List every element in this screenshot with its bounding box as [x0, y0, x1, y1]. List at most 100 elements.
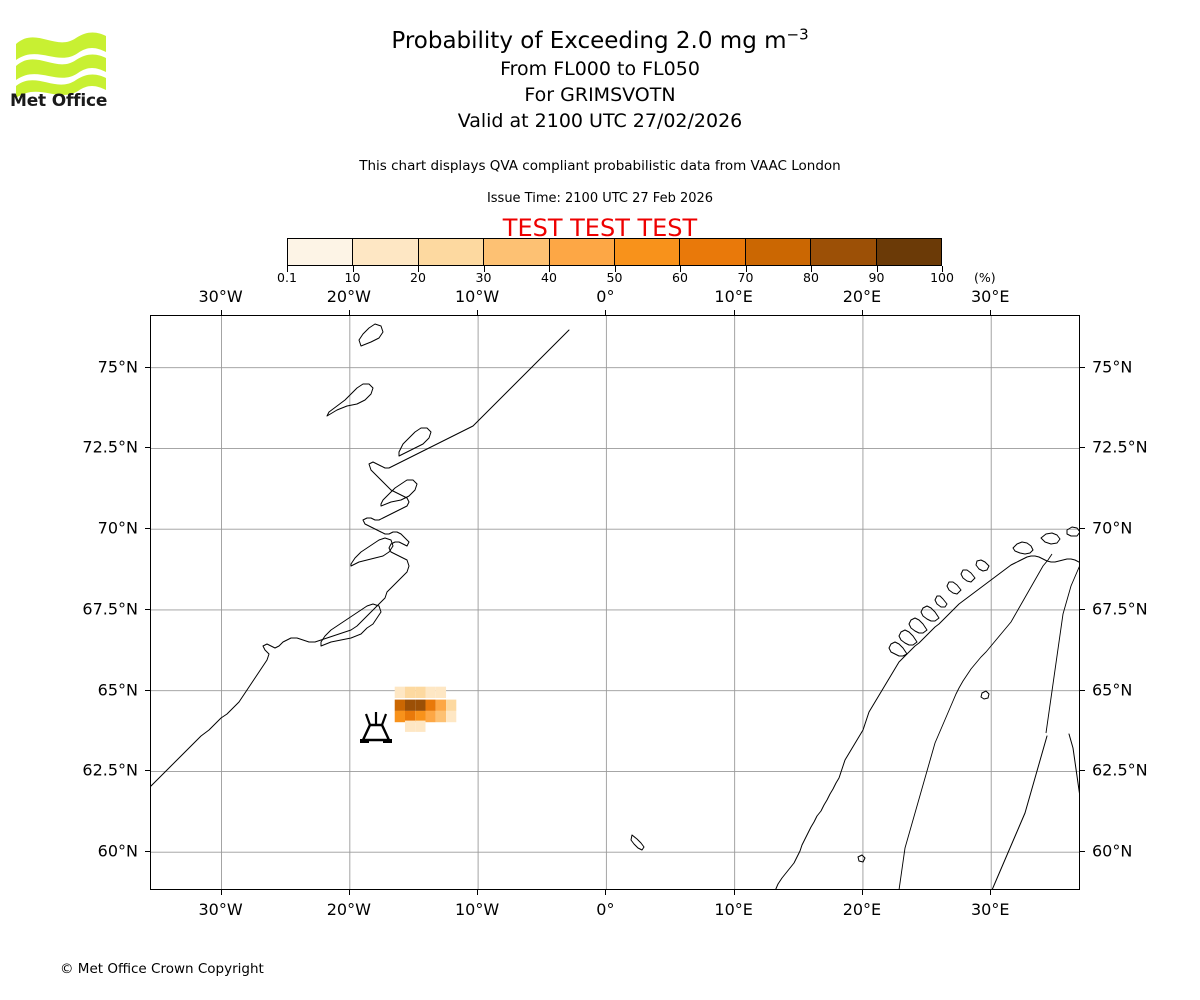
lat-tick-right	[1080, 851, 1085, 853]
lat-label-right: 70°N	[1092, 518, 1133, 538]
lon-label-top: 10°W	[455, 287, 500, 306]
colorbar-band-40-50	[548, 239, 615, 265]
lat-label-right: 62.5°N	[1092, 760, 1148, 780]
lat-tick-right	[1080, 770, 1085, 772]
page-title: Probability of Exceeding 2.0 mg m−3	[0, 26, 1200, 56]
colorbar-band-80-90	[810, 239, 876, 265]
lat-label-right: 72.5°N	[1092, 437, 1148, 457]
lon-label-top: 30°W	[198, 287, 243, 306]
colorbar-tick-label: 30	[475, 270, 492, 285]
ash-cell	[435, 686, 447, 698]
colorbar-tick	[680, 266, 681, 272]
colorbar-tick-label: 10	[344, 270, 361, 285]
colorbar-band-60-70	[679, 239, 745, 265]
lon-tick-bottom	[477, 890, 479, 895]
lon-label-bottom: 0°	[596, 900, 615, 919]
colorbar-tick	[287, 266, 288, 272]
colorbar-unit-label: (%)	[974, 270, 996, 285]
lat-label-left: 60°N	[97, 841, 138, 861]
colorbar-tick-label: 20	[410, 270, 426, 285]
lon-tick-bottom	[605, 890, 607, 895]
ash-cell	[446, 699, 457, 711]
lat-label-left: 72.5°N	[82, 437, 138, 457]
lon-tick-bottom	[990, 890, 992, 895]
lat-tick-right	[1080, 608, 1085, 610]
lon-tick-bottom	[220, 890, 222, 895]
ash-cell	[435, 710, 447, 723]
lat-tick-right	[1080, 447, 1085, 449]
ash-cell	[415, 699, 426, 711]
ash-cell	[425, 699, 436, 711]
colorbar-gradient	[287, 238, 942, 266]
lon-label-top: 30°E	[970, 287, 1010, 306]
colorbar-tick-label: 90	[868, 270, 885, 285]
colorbar-tick-label: 60	[672, 270, 688, 285]
colorbar-tick	[418, 266, 419, 272]
colorbar-ticks	[287, 266, 943, 274]
colorbar-band-20-30	[417, 239, 484, 265]
colorbar-tick-label: 0.1	[277, 270, 297, 285]
colorbar-band-10-20	[352, 239, 418, 265]
lat-tick-right	[1080, 689, 1085, 691]
ash-cell	[404, 720, 416, 732]
lon-label-bottom: 30°W	[198, 900, 243, 919]
lat-label-left: 70°N	[97, 518, 138, 538]
map-plot-area	[150, 315, 1080, 890]
lat-label-left: 67.5°N	[82, 599, 138, 619]
colorbar-tick	[549, 266, 550, 272]
ash-cell	[415, 710, 426, 723]
main-title-text: Probability of Exceeding 2.0 mg m	[391, 28, 787, 54]
ash-cell	[404, 686, 416, 698]
ash-cell	[394, 710, 405, 723]
ash-cell	[394, 686, 405, 698]
colorbar-tick-label: 100	[930, 270, 954, 285]
ash-cell	[425, 686, 436, 698]
small-islands	[857, 854, 866, 863]
ash-cell	[446, 710, 457, 723]
main-title-exponent: −3	[786, 25, 809, 44]
colorbar-band-30-40	[483, 239, 549, 265]
volcano-name-line: For GRIMSVOTN	[524, 84, 676, 106]
lat-label-right: 60°N	[1092, 841, 1133, 861]
ash-cell	[404, 710, 416, 723]
met-office-logo-text: Met Office	[10, 91, 108, 111]
lon-label-top: 0°	[596, 287, 615, 306]
ash-cell	[404, 699, 416, 711]
qva-compliance-note: This chart displays QVA compliant probab…	[359, 158, 841, 174]
lon-tick-bottom	[861, 890, 863, 895]
colorbar-band-70-80	[744, 239, 811, 265]
colorbar	[287, 238, 942, 268]
colorbar-tick	[352, 266, 354, 272]
lat-label-left: 65°N	[97, 680, 138, 700]
colorbar-tick-label: 40	[541, 270, 557, 285]
chart-title-block: Probability of Exceeding 2.0 mg m−3 From…	[0, 26, 1200, 134]
copyright-notice: © Met Office Crown Copyright	[60, 961, 264, 977]
lat-tick-right	[1080, 366, 1085, 368]
lon-label-bottom: 10°E	[714, 900, 753, 919]
coastlines	[151, 323, 1079, 889]
colorbar-band-90-100	[875, 239, 942, 265]
ash-cell	[425, 710, 436, 723]
valid-time-line: Valid at 2100 UTC 27/02/2026	[457, 110, 743, 132]
lon-label-top: 20°W	[326, 287, 371, 306]
colorbar-tick	[614, 266, 616, 272]
colorbar-band-50-60	[614, 239, 680, 265]
colorbar-tick-label: 50	[606, 270, 623, 285]
colorbar-tick	[876, 266, 878, 272]
lat-label-left: 75°N	[97, 357, 138, 377]
colorbar-tick	[745, 266, 747, 272]
lon-tick-bottom	[348, 890, 350, 895]
ash-cell	[415, 720, 426, 732]
lon-label-bottom: 10°W	[455, 900, 500, 919]
ash-cell	[394, 699, 405, 711]
lat-label-left: 62.5°N	[82, 760, 138, 780]
lon-tick-bottom	[733, 890, 735, 895]
lon-label-top: 20°E	[842, 287, 882, 306]
lon-label-bottom: 20°E	[842, 900, 882, 919]
lat-tick-right	[1080, 528, 1085, 530]
colorbar-band-0.1-10	[288, 239, 353, 265]
colorbar-tick	[811, 266, 812, 272]
lat-label-right: 75°N	[1092, 357, 1133, 377]
colorbar-tick-labels: (%) 0.1 10 20 30 40 50 60 70 80 90 100	[237, 270, 996, 288]
map-gridlines	[151, 316, 1079, 889]
